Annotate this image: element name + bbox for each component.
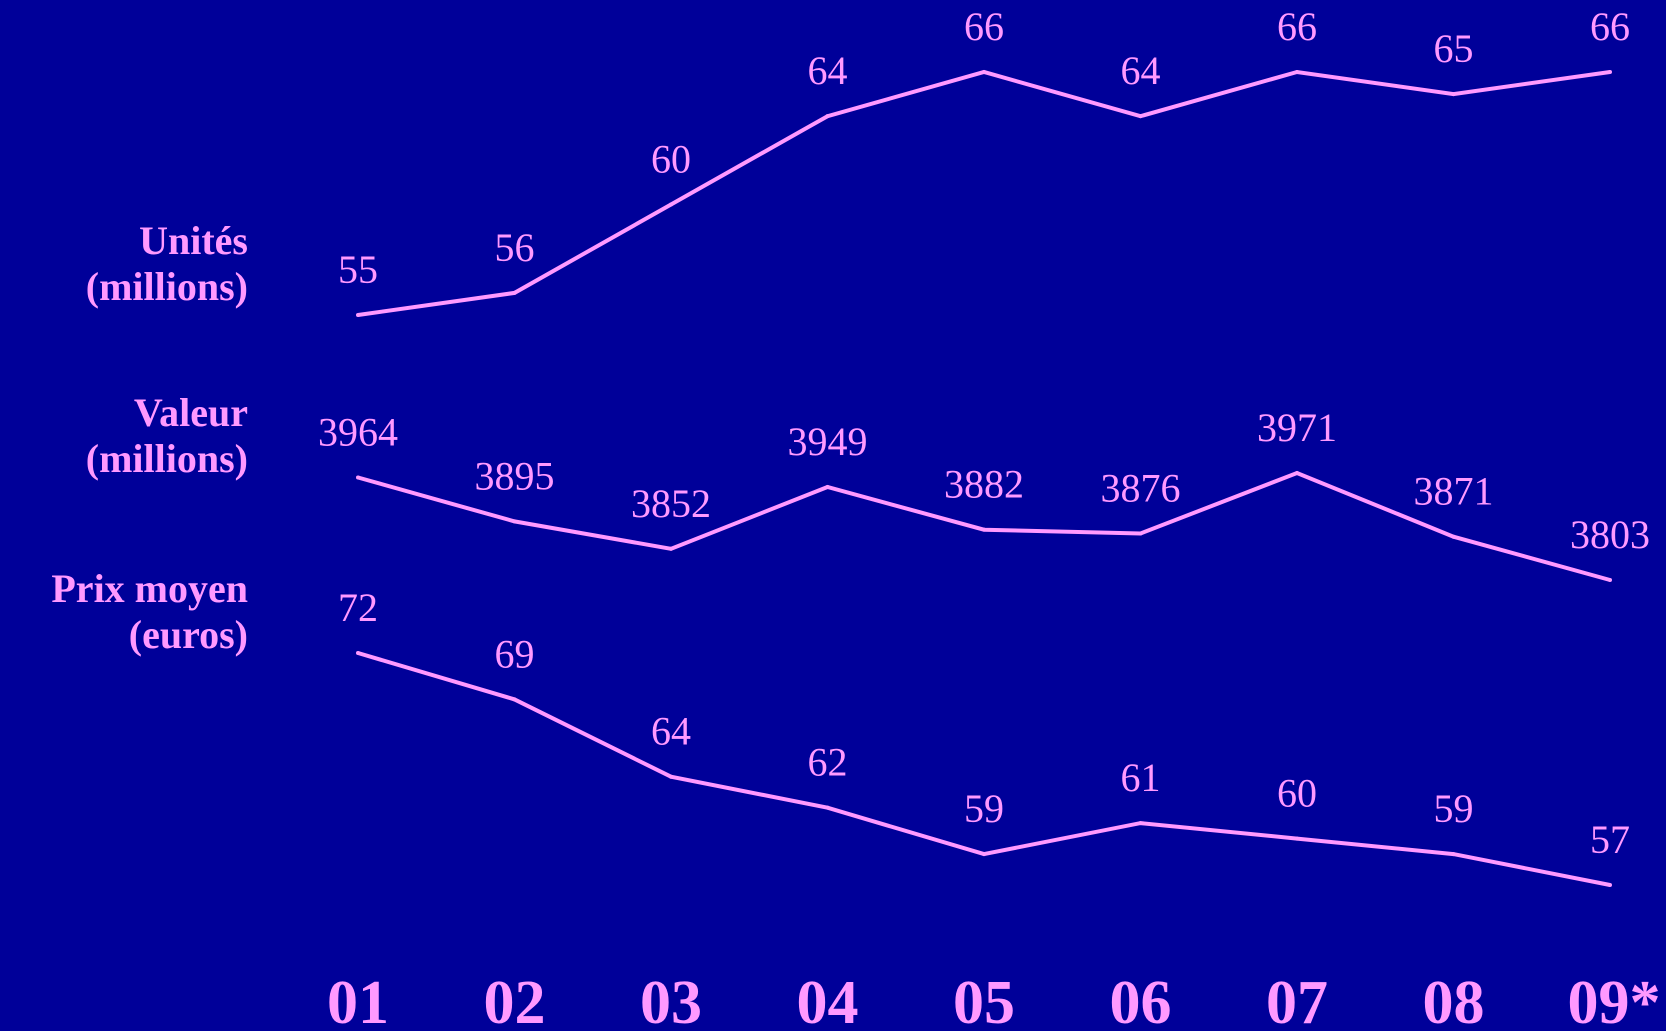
data-label: 69	[495, 631, 535, 676]
data-label: 66	[964, 4, 1004, 49]
data-label: 3803	[1570, 512, 1650, 557]
series-label-units-line1: Unités	[139, 218, 248, 263]
data-label: 60	[651, 137, 691, 182]
series-label-value: Valeur (millions)	[86, 390, 248, 482]
series-value: 3964 3895 3852 3949 3882 3876 3971 3871 3803	[318, 405, 1650, 582]
data-point	[1295, 471, 1299, 475]
series-label-units: Unités (millions)	[86, 218, 248, 310]
data-point	[1608, 70, 1612, 74]
data-label: 56	[495, 225, 535, 270]
data-point	[825, 485, 830, 490]
x-tick-label: 09*	[1568, 969, 1661, 1031]
data-label: 3876	[1101, 466, 1181, 511]
x-tick-label: 05	[953, 969, 1015, 1031]
data-label: 3882	[944, 462, 1024, 507]
data-point	[669, 546, 673, 551]
data-point	[356, 475, 360, 480]
series-label-value-line2: (millions)	[85, 436, 248, 481]
data-point	[1138, 114, 1143, 119]
data-label: 60	[1277, 771, 1317, 816]
data-point	[982, 852, 986, 857]
x-tick-label: 04	[797, 969, 859, 1031]
data-label: 64	[1121, 48, 1161, 93]
data-label: 3852	[631, 481, 711, 526]
data-label: 72	[338, 585, 378, 630]
data-point	[1451, 852, 1456, 857]
data-point	[982, 70, 986, 74]
data-point	[669, 202, 673, 207]
series-layer: 55 56 60 64 66 64 66 65 66 3964 3895 3852 3949 3882 38…	[318, 4, 1650, 887]
data-point	[512, 697, 517, 702]
data-label: 59	[1434, 786, 1474, 831]
series-line-avg-price	[357, 651, 1611, 887]
data-point	[1138, 531, 1143, 536]
x-tick-label: 03	[640, 969, 702, 1031]
data-point	[825, 114, 830, 119]
data-label: 66	[1590, 4, 1630, 49]
x-tick-label: 01	[327, 969, 389, 1031]
series-units: 55 56 60 64 66 64 66 65 66	[338, 4, 1630, 317]
series-label-avg-price-line2: (euros)	[128, 612, 248, 657]
series-label-units-line2: (millions)	[85, 264, 248, 309]
data-point	[669, 774, 673, 779]
data-point	[1451, 534, 1456, 539]
data-label: 65	[1434, 26, 1474, 71]
data-label: 3949	[788, 419, 868, 464]
data-label: 61	[1121, 755, 1161, 800]
data-point	[1608, 578, 1612, 582]
data-point	[825, 805, 830, 810]
data-point	[512, 519, 517, 524]
data-point	[356, 313, 360, 317]
data-label: 3895	[475, 453, 555, 498]
data-label: 62	[808, 740, 848, 785]
x-tick-label: 08	[1423, 969, 1485, 1031]
data-point	[1295, 70, 1299, 74]
x-tick-label: 07	[1266, 969, 1328, 1031]
series-avg-price: 72 69 64 62 59 61 60 59 57	[338, 585, 1630, 887]
data-label: 59	[964, 786, 1004, 831]
data-label: 64	[808, 48, 848, 93]
data-label: 55	[338, 247, 378, 292]
data-label: 3871	[1414, 469, 1494, 514]
series-label-avg-price: Prix moyen (euros)	[51, 566, 248, 658]
x-axis: 01 02 03 04 05 06 07 08 09*	[327, 969, 1661, 1031]
data-point	[1138, 821, 1143, 826]
data-label: 3971	[1257, 405, 1337, 450]
x-tick-label: 06	[1110, 969, 1172, 1031]
x-tick-label: 02	[484, 969, 546, 1031]
data-point	[982, 527, 986, 532]
data-point	[356, 651, 360, 655]
data-label: 3964	[318, 409, 398, 454]
data-point	[1608, 883, 1612, 887]
series-label-value-line1: Valeur	[133, 390, 248, 435]
series-line-units	[357, 69, 1611, 317]
data-label: 57	[1590, 817, 1630, 862]
data-label: 64	[651, 709, 691, 754]
data-point	[1295, 836, 1299, 841]
series-label-avg-price-line1: Prix moyen	[51, 566, 248, 611]
data-label: 66	[1277, 4, 1317, 49]
data-point	[512, 290, 517, 295]
data-point	[1451, 92, 1456, 97]
